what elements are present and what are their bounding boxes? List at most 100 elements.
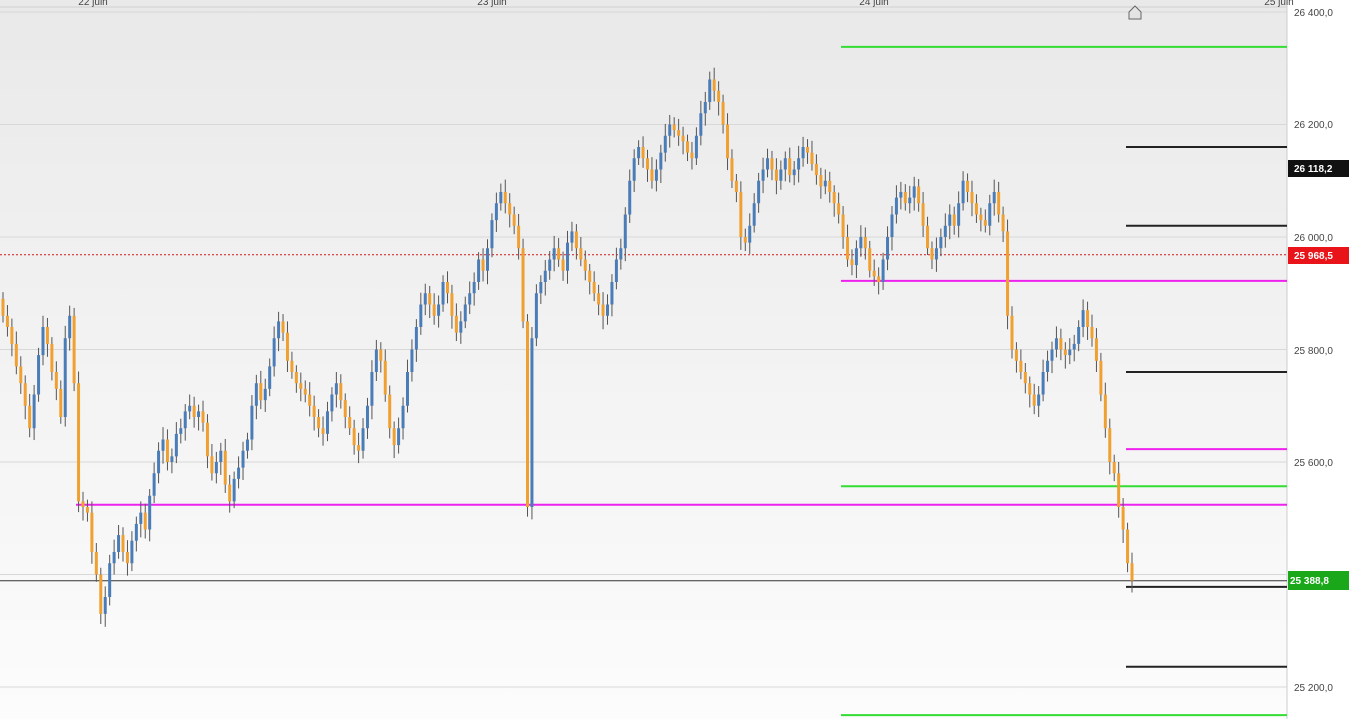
candle [152,462,156,504]
y-tick-label: 26 400,0 [1294,8,1333,19]
candle-body [734,180,738,192]
candle [868,240,872,278]
candle-body [410,349,414,372]
candle-body [165,439,169,462]
candle [277,311,281,352]
price-badge-label: 25 968,5 [1294,251,1333,262]
candle-body [121,535,125,552]
candle [272,326,276,377]
home-icon[interactable] [1128,5,1142,20]
candle-body [1037,394,1041,406]
candle [183,404,187,441]
candle [623,207,627,262]
candle [846,224,850,267]
candle-body [241,450,245,468]
candle-body [899,192,903,198]
candle [1099,352,1103,402]
candle-body [539,282,543,294]
candle [654,159,658,192]
candle [566,230,569,284]
candle-body [1054,338,1058,350]
candle-body [152,473,156,496]
candle [561,251,565,281]
x-axis-ticks: 22 juin 23 juin 24 juin 25 juin [78,0,1293,8]
candle-body [223,450,227,485]
candle [1023,363,1027,394]
candle [806,139,810,164]
candle [974,194,978,223]
candle [752,193,756,233]
candle-body [548,259,552,271]
candle [201,400,205,432]
candle [552,235,556,272]
candle [952,206,956,235]
candle [54,361,58,401]
candle [23,375,27,420]
candle-body [1,298,5,316]
candle [650,157,654,189]
candle-body [961,180,965,204]
candle [308,382,312,417]
candle [1006,219,1010,330]
candle-body [365,405,369,429]
candle-body [325,411,329,434]
candle-body [508,203,512,215]
candle [428,285,432,318]
candle-body [392,428,396,446]
x-tick-label: 24 juin [859,0,888,8]
candle [317,409,321,438]
candle [1108,418,1112,475]
candle [730,149,734,189]
candle-body [1077,327,1081,344]
candle-body [521,248,525,322]
candle [583,250,587,281]
candle [401,397,405,440]
candle [188,394,192,420]
candle-body [948,214,952,226]
candle [761,157,765,194]
candle-body [1006,231,1010,316]
candle [1037,386,1041,417]
candle-body [708,79,712,102]
price-badge-label: 25 388,8 [1290,576,1329,587]
reference-lines [0,254,1287,582]
candle [961,171,965,211]
candle-body [1090,327,1094,339]
candle [485,239,489,285]
candle [1094,328,1098,372]
candle-body [739,192,743,237]
candle-body [774,169,778,181]
candle-body [717,90,721,102]
candle [263,378,267,412]
candle [148,489,152,542]
candle-body [432,304,436,316]
candle-body [19,366,23,384]
candle [983,209,987,233]
candle [432,293,436,325]
candle [774,158,778,195]
candle-body [94,552,98,575]
candle [388,385,392,439]
candle-body [606,304,610,316]
candle [943,213,947,248]
candle-body [490,220,494,249]
candle [1054,326,1058,358]
candle [170,448,174,474]
candle [823,169,827,195]
candle-body [37,355,41,395]
candle-body [10,327,14,344]
candle-body [205,422,209,457]
candle [548,251,552,280]
y-axis-ticks: 26 400,0 26 200,0 26 000,0 25 800,0 25 6… [1294,8,1333,694]
candle-body [1032,394,1036,406]
candle-body [85,507,89,513]
candle-body [619,248,623,260]
candle-body [957,203,961,226]
candle-body [1072,343,1076,350]
candle-body [77,383,81,502]
candle-body [1001,214,1005,232]
price-axis-background [1287,0,1349,719]
candle [703,91,707,126]
candle [646,149,650,182]
